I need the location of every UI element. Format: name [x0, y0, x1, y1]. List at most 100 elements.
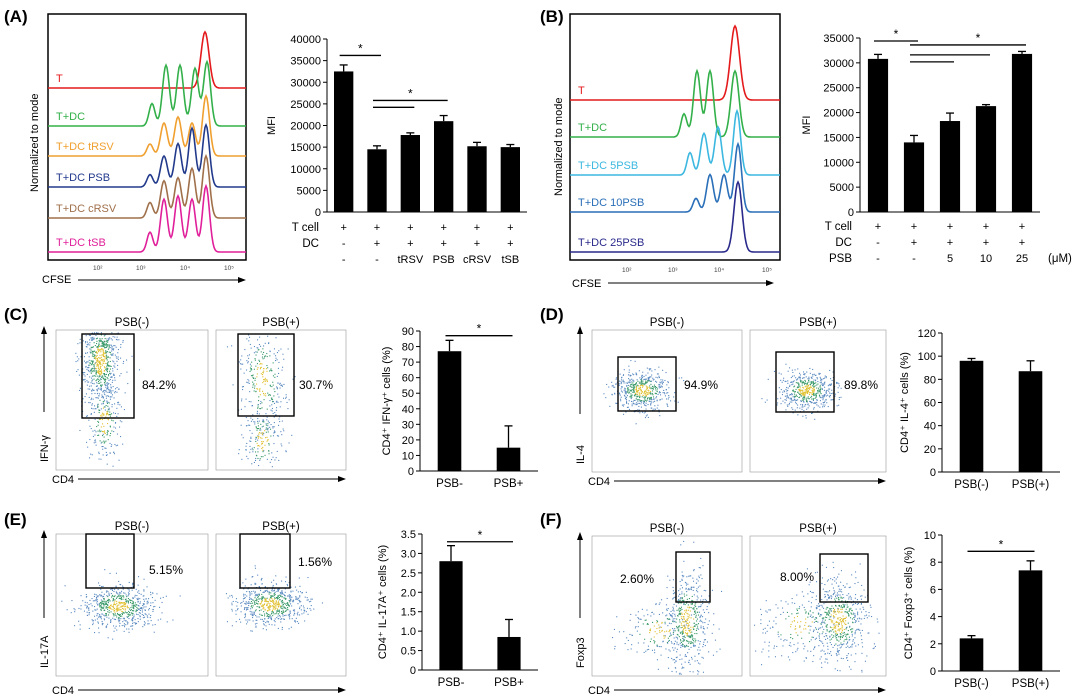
flow-dot — [653, 386, 655, 388]
flow-dot — [840, 581, 842, 583]
flow-dot — [685, 587, 687, 589]
flow-dot — [252, 377, 254, 379]
flow-dot — [271, 595, 273, 597]
flow-dot — [250, 368, 252, 370]
flow-dot — [828, 614, 830, 616]
flow-dot — [634, 399, 636, 401]
flow-dot — [100, 606, 102, 608]
flow-dot — [667, 382, 669, 384]
flow-dot — [101, 601, 103, 603]
flow-dot — [108, 337, 110, 339]
flow-dot — [106, 603, 108, 605]
flow-dot — [623, 381, 625, 383]
flow-dot — [112, 598, 114, 600]
flow-dot — [611, 385, 613, 387]
flow-dot — [697, 580, 699, 582]
flow-dot — [672, 597, 674, 599]
flow-dot — [107, 439, 109, 441]
flow-dot — [103, 373, 105, 375]
flow-dot — [629, 375, 631, 377]
flow-dot — [107, 340, 109, 342]
flow-dot — [657, 645, 659, 647]
flow-dot — [663, 389, 665, 391]
flow-dot — [296, 597, 298, 599]
flow-dot — [831, 399, 833, 401]
flow-dot — [281, 591, 283, 593]
flow-dot — [84, 375, 86, 377]
flow-dot — [139, 601, 141, 603]
flow-dot — [785, 399, 787, 401]
flow-dot — [830, 620, 832, 622]
flow-dot — [263, 623, 265, 625]
flow-dot — [609, 405, 611, 407]
flow-dot — [644, 411, 646, 413]
flow-dot — [255, 600, 257, 602]
flow-dot — [251, 598, 253, 600]
flow-dot — [122, 595, 124, 597]
flow-dot — [102, 348, 104, 350]
flow-dot — [267, 590, 269, 592]
flow-dot — [104, 432, 106, 434]
flow-dot — [95, 370, 97, 372]
flow-dot — [244, 585, 246, 587]
histogram-trace-4 — [48, 153, 246, 219]
flow-dot — [231, 608, 233, 610]
flow-dot — [92, 435, 94, 437]
flow-dot — [95, 338, 97, 340]
flow-dot — [105, 626, 107, 628]
flow-dot — [266, 620, 268, 622]
flow-dot — [628, 381, 630, 383]
flow-dot — [680, 640, 682, 642]
flow-dot — [121, 613, 123, 615]
flow-dot — [624, 391, 626, 393]
flow-dot — [856, 599, 858, 601]
flow-dot — [106, 614, 108, 616]
flow-dot — [847, 630, 849, 632]
flow-dot — [621, 377, 623, 379]
flow-dot — [841, 607, 843, 609]
flow-dot — [288, 616, 290, 618]
flow-dot — [655, 393, 657, 395]
flow-dot — [108, 395, 110, 397]
flow-dot — [821, 379, 823, 381]
flow-dot — [97, 360, 99, 362]
flow-dot — [267, 427, 269, 429]
flow-dot — [107, 423, 109, 425]
flow-dot — [121, 421, 123, 423]
flow-dot — [99, 338, 101, 340]
flow-dot — [119, 595, 121, 597]
flow-dot — [836, 381, 838, 383]
flow-dot — [257, 601, 259, 603]
flow-dot — [645, 395, 647, 397]
flow-dot — [245, 449, 247, 451]
flow-dot — [254, 599, 256, 601]
flow-dot — [615, 383, 617, 385]
flow-dot — [684, 626, 686, 628]
flow-dot — [670, 400, 672, 402]
flow-dot — [253, 346, 255, 348]
flow-dot — [111, 394, 113, 396]
flow-xlabel: CD4 — [588, 685, 610, 696]
flow-dot — [298, 599, 300, 601]
flow-dot — [673, 643, 675, 645]
flow-dot — [818, 373, 820, 375]
flow-dot — [803, 377, 805, 379]
flow-dot — [101, 441, 103, 443]
flow-dot — [278, 372, 280, 374]
flow-dot — [819, 406, 821, 408]
flow-dot — [824, 377, 826, 379]
flow-dot — [106, 412, 108, 414]
flow-dot — [834, 591, 836, 593]
flow-dot — [686, 622, 688, 624]
flow-dot — [828, 618, 830, 620]
flow-dot — [627, 649, 629, 651]
flow-dot — [686, 612, 688, 614]
flow-dot — [116, 433, 118, 435]
flow-dot — [255, 438, 257, 440]
flow-dot — [114, 391, 116, 393]
flow-dot — [682, 621, 684, 623]
flow-dot — [619, 380, 621, 382]
flow-dot — [95, 599, 97, 601]
flow-dot — [807, 404, 809, 406]
flow-dot — [673, 659, 675, 661]
